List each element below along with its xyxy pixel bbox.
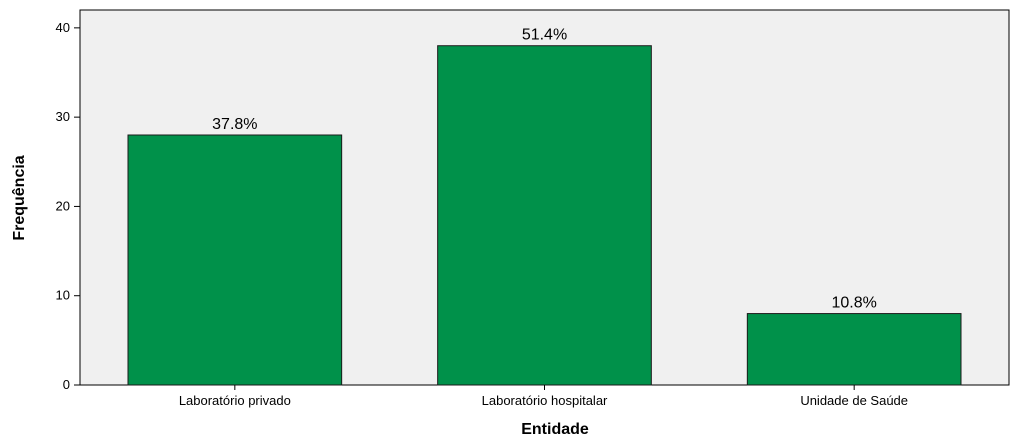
bar (746, 313, 962, 386)
y-axis-title: Frequência (11, 155, 28, 240)
y-tick-label: 40 (56, 20, 70, 35)
y-tick-label: 30 (56, 109, 70, 124)
bars (127, 45, 962, 386)
x-category-label: Laboratório privado (179, 393, 291, 408)
bar (127, 134, 343, 386)
y-tick-label: 10 (56, 288, 70, 303)
y-tick-label: 0 (63, 377, 70, 392)
y-tick-label: 20 (56, 198, 70, 213)
x-axis-title: Entidade (521, 421, 589, 437)
bar-data-label: 51.4% (522, 27, 567, 44)
bar (437, 45, 652, 386)
bar-data-label: 37.8% (212, 116, 257, 133)
bar-data-labels: 37.8% 51.4% 10.8% (212, 27, 877, 312)
x-category-label: Laboratório hospitalar (482, 393, 608, 408)
bar-data-label: 10.8% (831, 295, 876, 312)
x-category-label: Unidade de Saúde (800, 393, 908, 408)
y-axis-ticks: 0 10 20 30 40 (56, 20, 80, 392)
x-axis-category-labels: Laboratório privado Laboratório hospitala… (179, 385, 908, 408)
